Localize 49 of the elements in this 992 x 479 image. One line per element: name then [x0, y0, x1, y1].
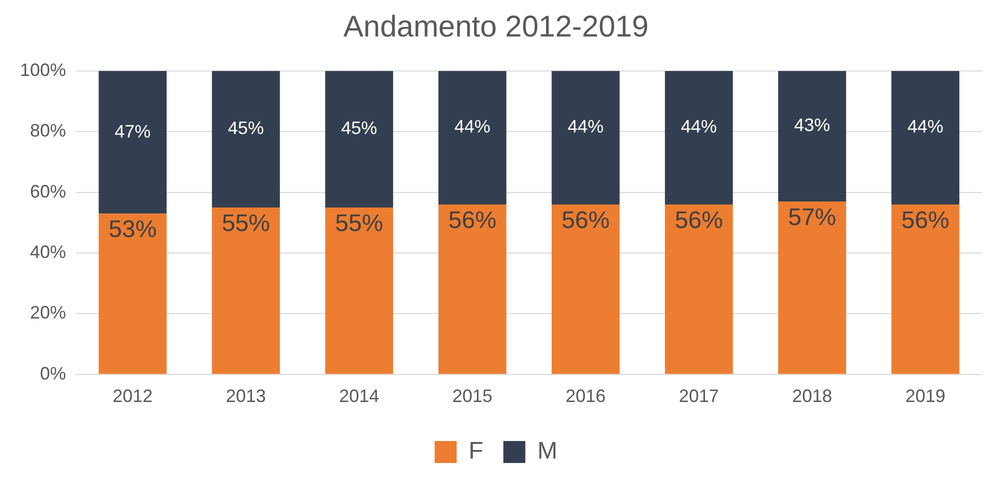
bar — [891, 71, 960, 204]
bar — [438, 204, 506, 374]
bar — [664, 204, 733, 374]
bar — [664, 71, 733, 204]
bar — [778, 71, 846, 202]
data-label: 47% — [114, 121, 151, 142]
x-tick-label: 2015 — [452, 386, 492, 406]
x-tick-label: 2017 — [678, 386, 719, 406]
data-label: 45% — [228, 118, 264, 138]
data-label: 53% — [108, 216, 157, 244]
x-tick-label: 2019 — [905, 386, 946, 406]
legend-label: F — [468, 438, 484, 465]
y-tick-label: 0% — [40, 363, 66, 384]
data-label: 57% — [788, 204, 836, 232]
data-label: 44% — [907, 116, 944, 137]
data-label: 55% — [335, 210, 384, 238]
x-tick-label: 2016 — [566, 386, 606, 406]
bar — [212, 208, 280, 374]
x-tick-label: 2014 — [339, 386, 380, 406]
bar — [891, 204, 960, 374]
data-label: 44% — [568, 116, 604, 137]
bar — [98, 71, 167, 214]
y-tick-label: 80% — [30, 120, 66, 141]
data-label: 45% — [341, 118, 378, 138]
bar — [552, 204, 620, 374]
y-tick-label: 40% — [30, 242, 66, 262]
data-label: 56% — [448, 207, 496, 234]
x-tick-label: 2013 — [226, 386, 266, 406]
legend-label: M — [537, 438, 558, 465]
bar — [552, 71, 620, 204]
data-label: 44% — [680, 116, 717, 137]
data-label: 56% — [674, 207, 723, 234]
bar — [778, 201, 846, 374]
bar — [212, 71, 280, 208]
data-label: 56% — [901, 207, 950, 234]
y-tick-label: 60% — [30, 181, 66, 202]
bar — [325, 208, 394, 374]
chart-title: Andamento 2012-2019 — [343, 10, 649, 44]
y-tick-label: 100% — [20, 60, 66, 80]
data-label: 55% — [222, 210, 270, 238]
data-label: 56% — [562, 207, 610, 234]
x-tick-label: 2018 — [792, 386, 832, 406]
bar — [325, 71, 394, 208]
bar — [438, 71, 506, 204]
bar — [98, 214, 167, 374]
data-label: 43% — [794, 115, 830, 136]
data-label: 44% — [454, 116, 490, 137]
y-tick-label: 20% — [30, 302, 66, 323]
x-tick-label: 2012 — [112, 386, 153, 406]
